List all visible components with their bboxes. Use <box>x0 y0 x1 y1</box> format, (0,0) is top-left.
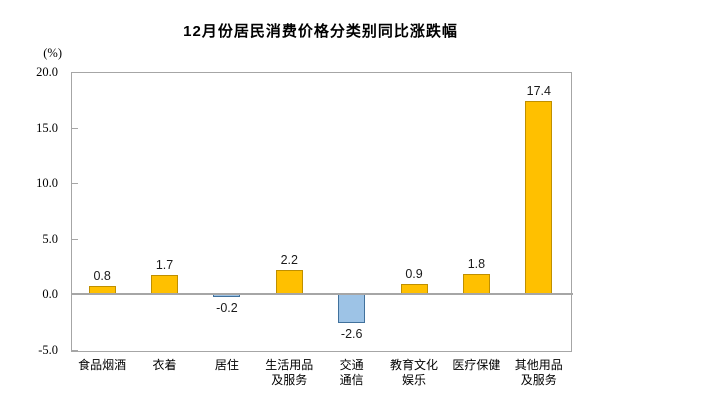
x-axis-category-label: 其他用品 及服务 <box>514 358 563 387</box>
bar-5 <box>338 294 366 324</box>
bar-2 <box>151 275 179 295</box>
bar-value-label: 0.8 <box>93 268 111 283</box>
bar-value-label: 0.9 <box>405 267 423 282</box>
y-axis-tick-label: 15.0 <box>36 120 58 135</box>
x-axis-category-label: 医疗保健 <box>452 358 501 372</box>
bar-value-label: 17.4 <box>526 83 551 98</box>
y-axis-tick-label: 5.0 <box>42 231 58 246</box>
y-axis-tick <box>72 239 78 240</box>
y-axis-tick <box>72 72 78 73</box>
plot-area <box>71 72 572 352</box>
y-axis-tick-label: -5.0 <box>38 343 58 357</box>
y-axis-tick-label: 0.0 <box>42 287 58 302</box>
zero-axis-line <box>71 293 573 296</box>
y-axis-tick <box>72 128 78 129</box>
x-axis-category-label: 教育文化 娱乐 <box>390 358 439 387</box>
y-axis-tick <box>72 350 78 351</box>
bar-value-label: 1.8 <box>467 257 486 272</box>
bar-value-label: -2.6 <box>340 327 363 342</box>
bar-value-label: 1.7 <box>155 258 174 273</box>
x-axis-category-label: 衣着 <box>152 358 177 372</box>
x-axis-category-label: 交通 通信 <box>339 358 364 387</box>
bar-8 <box>525 100 553 295</box>
y-axis-tick-label: 20.0 <box>36 65 58 79</box>
y-axis-tick-label: 10.0 <box>36 176 58 191</box>
chart-title: 12月份居民消费价格分类别同比涨跌幅 <box>183 23 458 40</box>
x-axis-category-label: 居住 <box>214 358 239 372</box>
y-axis-unit-label: (%) <box>43 46 62 60</box>
bar-7 <box>462 274 490 295</box>
bar-value-label: -0.2 <box>216 300 238 315</box>
x-axis-category-label: 生活用品 及服务 <box>265 358 314 387</box>
y-axis-tick <box>72 183 78 184</box>
bar-4 <box>275 269 303 295</box>
bar-value-label: 2.2 <box>280 252 298 267</box>
x-axis-category-label: 食品烟酒 <box>78 358 127 372</box>
